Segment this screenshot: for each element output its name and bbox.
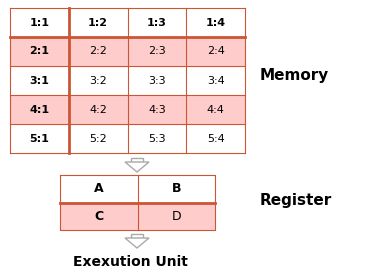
- Text: Exexution Unit: Exexution Unit: [73, 255, 187, 269]
- Bar: [138, 175, 215, 202]
- Bar: [128, 66, 186, 95]
- Bar: [138, 202, 215, 230]
- Text: C: C: [94, 210, 103, 223]
- Bar: [60, 202, 138, 230]
- Bar: [131, 234, 143, 238]
- Text: 2:2: 2:2: [89, 47, 107, 57]
- Bar: [186, 37, 245, 66]
- Bar: [186, 95, 245, 124]
- Bar: [131, 158, 143, 162]
- Bar: [128, 124, 186, 153]
- Text: 4:3: 4:3: [148, 104, 166, 114]
- Text: 5:4: 5:4: [207, 134, 225, 143]
- Text: 5:3: 5:3: [148, 134, 166, 143]
- Text: 4:1: 4:1: [29, 104, 49, 114]
- Text: 2:4: 2:4: [207, 47, 225, 57]
- Text: 3:4: 3:4: [207, 76, 225, 86]
- Bar: [69, 8, 128, 37]
- Text: 4:2: 4:2: [89, 104, 107, 114]
- Bar: [10, 8, 69, 37]
- Bar: [69, 37, 128, 66]
- Bar: [69, 124, 128, 153]
- Bar: [10, 37, 69, 66]
- Text: Register: Register: [260, 193, 332, 207]
- Bar: [128, 37, 186, 66]
- Bar: [60, 175, 138, 202]
- Text: D: D: [171, 210, 181, 223]
- Bar: [69, 95, 128, 124]
- Text: 5:1: 5:1: [29, 134, 49, 143]
- Bar: [10, 124, 69, 153]
- Text: 3:1: 3:1: [29, 76, 49, 86]
- Bar: [10, 66, 69, 95]
- Text: 1:3: 1:3: [147, 17, 167, 27]
- Text: 5:2: 5:2: [89, 134, 107, 143]
- Polygon shape: [125, 238, 149, 248]
- Bar: [186, 8, 245, 37]
- Bar: [10, 95, 69, 124]
- Text: 3:3: 3:3: [148, 76, 166, 86]
- Bar: [128, 95, 186, 124]
- Text: 3:2: 3:2: [89, 76, 107, 86]
- Text: B: B: [171, 182, 181, 195]
- Text: 1:1: 1:1: [29, 17, 49, 27]
- Bar: [186, 124, 245, 153]
- Bar: [69, 66, 128, 95]
- Text: Memory: Memory: [260, 68, 329, 83]
- Polygon shape: [125, 162, 149, 172]
- Bar: [186, 66, 245, 95]
- Bar: [128, 8, 186, 37]
- Text: 4:4: 4:4: [207, 104, 225, 114]
- Text: A: A: [94, 182, 104, 195]
- Text: 1:2: 1:2: [88, 17, 108, 27]
- Text: 2:1: 2:1: [29, 47, 49, 57]
- Text: 1:4: 1:4: [206, 17, 226, 27]
- Text: 2:3: 2:3: [148, 47, 166, 57]
